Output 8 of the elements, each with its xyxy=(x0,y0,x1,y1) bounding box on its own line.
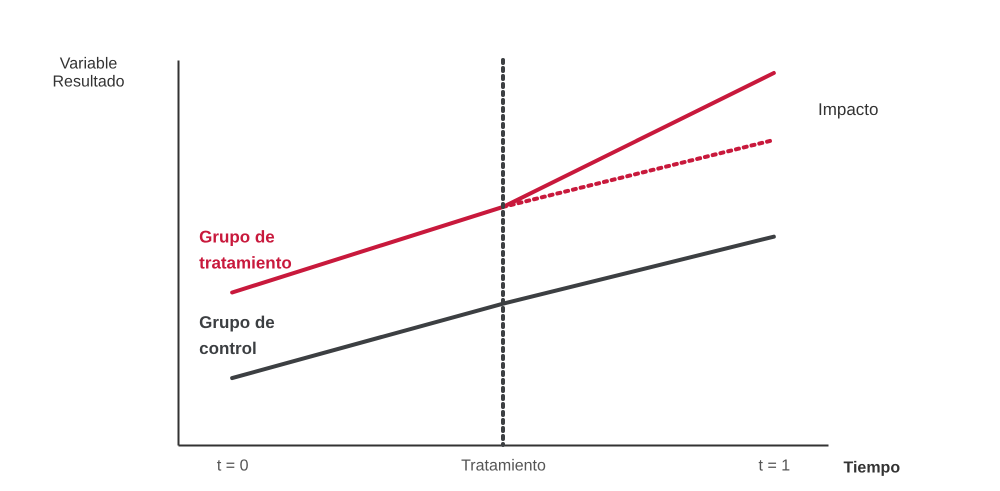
series-label: Grupo de control xyxy=(199,313,275,358)
x-tick-label: t = 1 xyxy=(758,458,790,474)
annotation: Impacto xyxy=(818,100,878,119)
x-tick-label: t = 0 xyxy=(216,458,249,474)
x-axis-title: Tiempo xyxy=(844,460,900,476)
x-tick-label: Tratamiento xyxy=(461,458,546,474)
series-label: Grupo de tratamiento xyxy=(199,227,292,272)
y-axis-title: Variable Resultado xyxy=(52,56,125,90)
